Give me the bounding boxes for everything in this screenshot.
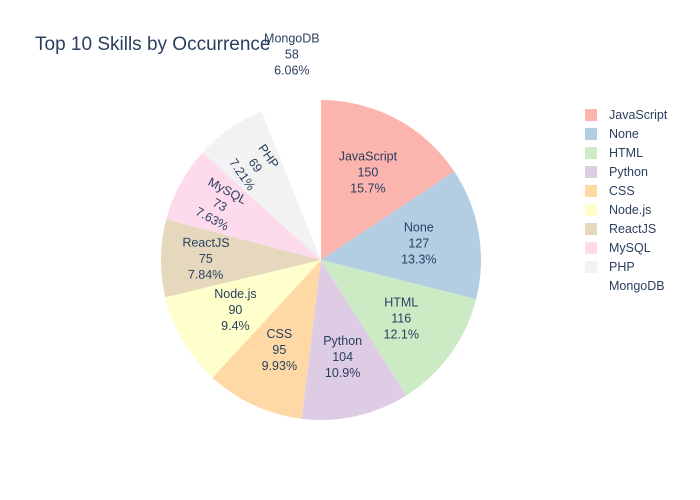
slice-value: 127 xyxy=(408,236,429,250)
slice-label-none: None 127 13.3% xyxy=(401,220,436,266)
legend-item-html[interactable]: HTML xyxy=(585,146,643,160)
legend-swatch xyxy=(585,128,597,140)
slice-label-javascript: JavaScript 150 15.7% xyxy=(339,150,398,196)
legend-label: PHP xyxy=(609,260,635,274)
legend-item-mysql[interactable]: MySQL xyxy=(585,241,651,255)
slice-label-mongodb: MongoDB 58 6.06% xyxy=(264,32,320,78)
slice-percent: 10.9% xyxy=(325,366,360,380)
legend-item-reactjs[interactable]: ReactJS xyxy=(585,222,656,236)
legend-swatch xyxy=(585,147,597,159)
legend-label: Python xyxy=(609,165,648,179)
slice-label-node-js: Node.js 90 9.4% xyxy=(214,287,256,333)
legend-label: None xyxy=(609,127,639,141)
legend-item-mongodb[interactable]: MongoDB xyxy=(585,279,665,293)
slice-name: HTML xyxy=(384,295,418,309)
legend-label: JavaScript xyxy=(609,108,668,122)
pie-slice-mongodb[interactable] xyxy=(256,75,317,236)
slice-value: 90 xyxy=(228,303,242,317)
slice-label-css: CSS 95 9.93% xyxy=(262,327,297,373)
slice-name: Node.js xyxy=(214,287,256,301)
legend-item-javascript[interactable]: JavaScript xyxy=(585,108,668,122)
legend-item-none[interactable]: None xyxy=(585,127,639,141)
slice-value: 95 xyxy=(272,343,286,357)
legend-swatch xyxy=(585,261,597,273)
pie-slice-php[interactable] xyxy=(202,111,321,261)
pie-slice-mysql[interactable] xyxy=(166,152,321,260)
slice-percent: 7.84% xyxy=(188,267,224,281)
legend-item-node-js[interactable]: Node.js xyxy=(585,203,651,217)
legend-swatch xyxy=(585,166,597,178)
slice-name: JavaScript xyxy=(339,150,398,164)
slice-name: ReactJS xyxy=(182,235,229,250)
legend-swatch xyxy=(585,185,597,197)
slice-value: 150 xyxy=(357,166,378,180)
legend-label: Node.js xyxy=(609,203,651,217)
pie-slice-reactjs[interactable] xyxy=(161,219,321,298)
legend-label: MongoDB xyxy=(609,279,665,293)
slice-name: CSS xyxy=(266,327,292,341)
legend-item-python[interactable]: Python xyxy=(585,165,648,179)
pie-slice-node-js[interactable] xyxy=(165,260,321,378)
slice-value: 69 xyxy=(246,156,265,175)
slice-label-html: HTML 116 12.1% xyxy=(384,295,419,341)
slice-percent: 9.4% xyxy=(221,319,250,333)
slice-percent: 13.3% xyxy=(401,252,436,266)
legend-label: ReactJS xyxy=(609,222,656,236)
legend-label: CSS xyxy=(609,184,635,198)
slice-value: 58 xyxy=(285,48,299,62)
slice-value: 73 xyxy=(210,196,229,215)
legend-swatch xyxy=(585,280,597,292)
pie-slice-python[interactable] xyxy=(301,260,407,421)
pie-slice-html[interactable] xyxy=(321,260,477,396)
legend: JavaScript None HTML Python CSS Node.js ReactJ… xyxy=(585,108,668,293)
legend-swatch xyxy=(585,242,597,254)
slice-label-python: Python 104 10.9% xyxy=(323,334,362,380)
slice-percent: 6.06% xyxy=(274,64,309,78)
slice-value: 104 xyxy=(332,350,353,364)
pie-slices xyxy=(161,75,481,421)
pie-slice-css[interactable] xyxy=(212,260,321,419)
slice-label-reactjs: ReactJS 757.84% xyxy=(182,235,229,281)
pie-slice-none[interactable] xyxy=(321,171,481,300)
legend-item-php[interactable]: PHP xyxy=(585,260,635,274)
legend-label: MySQL xyxy=(609,241,651,255)
slice-value: 75 xyxy=(199,252,213,266)
slice-percent: 9.93% xyxy=(262,359,297,373)
slice-name: MongoDB xyxy=(264,32,320,46)
chart-title: Top 10 Skills by Occurrence xyxy=(35,34,271,55)
legend-swatch xyxy=(585,223,597,235)
slice-name: None xyxy=(404,220,434,234)
slice-percent: 15.7% xyxy=(350,182,385,196)
legend-item-css[interactable]: CSS xyxy=(585,184,635,198)
pie-slice-javascript[interactable] xyxy=(321,100,455,260)
slice-value: 116 xyxy=(391,311,411,325)
legend-swatch xyxy=(585,204,597,216)
legend-label: HTML xyxy=(609,146,643,160)
slice-percent: 12.1% xyxy=(384,327,419,341)
slice-name: Python xyxy=(323,334,362,348)
legend-swatch xyxy=(585,109,597,121)
